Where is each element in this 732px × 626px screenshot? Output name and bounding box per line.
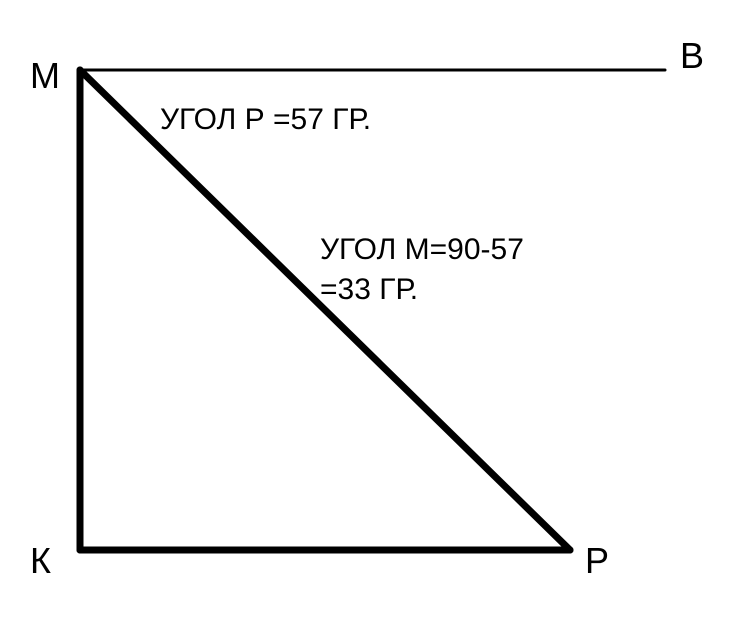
vertex-label-k: К — [30, 540, 51, 582]
annotation-angle-p: УГОЛ Р =57 ГР. — [160, 100, 371, 139]
triangle-diagram — [0, 0, 732, 626]
annotation-angle-m-line2: =33 ГР. — [320, 270, 418, 309]
vertex-label-p: Р — [585, 540, 609, 582]
vertex-label-b: В — [680, 35, 704, 77]
annotation-angle-m-line1: УГОЛ М=90-57 — [320, 230, 524, 269]
edge-mp — [80, 70, 570, 550]
vertex-label-m: М — [30, 55, 60, 97]
